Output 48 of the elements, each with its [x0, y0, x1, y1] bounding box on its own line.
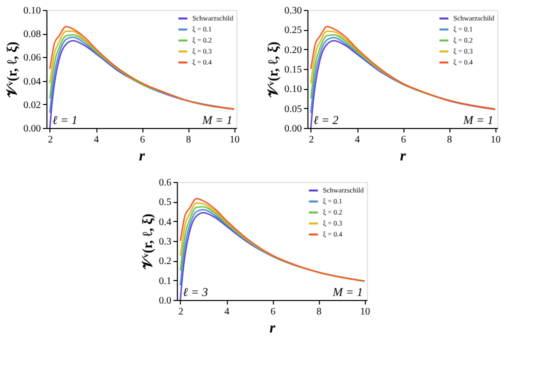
y-tick-label: 0.4	[158, 216, 172, 228]
y-tick-label: 0.1	[158, 276, 172, 287]
x-tick-label: 4	[224, 306, 230, 318]
y-tick-label: 0.20	[284, 44, 302, 56]
y-tick-label: 0.05	[284, 104, 302, 115]
annotation: ℓ = 2	[313, 113, 339, 127]
x-tick-label: 2	[178, 306, 184, 318]
y-tick-label: 0.04	[23, 76, 41, 88]
x-tick-label: 2	[48, 134, 53, 146]
y-tick-label: 0.25	[284, 25, 302, 36]
x-tick-label: 6	[270, 306, 276, 318]
x-tick-label: 10	[490, 134, 501, 146]
y-tick-label: 0.02	[23, 100, 41, 111]
annotation: M = 1	[462, 113, 494, 127]
x-tick-label: 8	[186, 134, 192, 146]
y-tick-label: 0.3	[158, 236, 172, 248]
x-axis-title: r	[400, 148, 406, 164]
x-tick-label: 10	[360, 306, 370, 318]
y-tick-label: 0.0	[158, 296, 172, 306]
x-axis-title: r	[269, 320, 276, 336]
x-axis-title: r	[138, 148, 145, 164]
x-tick-label: 6	[400, 134, 406, 146]
x-tick-label: 4	[354, 134, 360, 146]
annotation: ℓ = 1	[52, 113, 78, 127]
y-tick-label: 0.08	[23, 29, 41, 40]
annotation: M = 1	[201, 113, 232, 127]
x-tick-label: 10	[230, 134, 240, 146]
x-tick-label: 2	[308, 134, 314, 146]
x-tick-label: 4	[94, 134, 99, 146]
y-tick-label: 0.06	[23, 52, 41, 64]
y-tick-label: 0.6	[158, 178, 172, 188]
x-tick-label: 8	[316, 306, 322, 318]
y-tick-label: 0.00	[284, 124, 302, 134]
y-tick-label: 0.10	[284, 84, 302, 96]
y-tick-label: 0.15	[284, 64, 302, 76]
y-tick-label: 0.00	[23, 124, 41, 134]
y-axis-title: 𝒱ᵛ(r, ℓ, ξ)	[266, 41, 282, 98]
line-series	[310, 40, 496, 129]
y-tick-label: 0.30	[284, 6, 302, 16]
x-tick-label: 8	[447, 134, 452, 146]
y-tick-label: 0.10	[23, 6, 41, 16]
annotation: ℓ = 3	[182, 285, 208, 299]
annotation: M = 1	[332, 285, 363, 299]
y-axis-title: 𝒱ᵛ(r, ℓ, ξ)	[140, 213, 156, 270]
x-tick-label: 6	[140, 134, 145, 146]
y-tick-label: 0.5	[158, 197, 172, 208]
y-axis-title: 𝒱ᵛ(r, ℓ, ξ)	[5, 41, 20, 98]
y-tick-label: 0.2	[158, 256, 172, 268]
